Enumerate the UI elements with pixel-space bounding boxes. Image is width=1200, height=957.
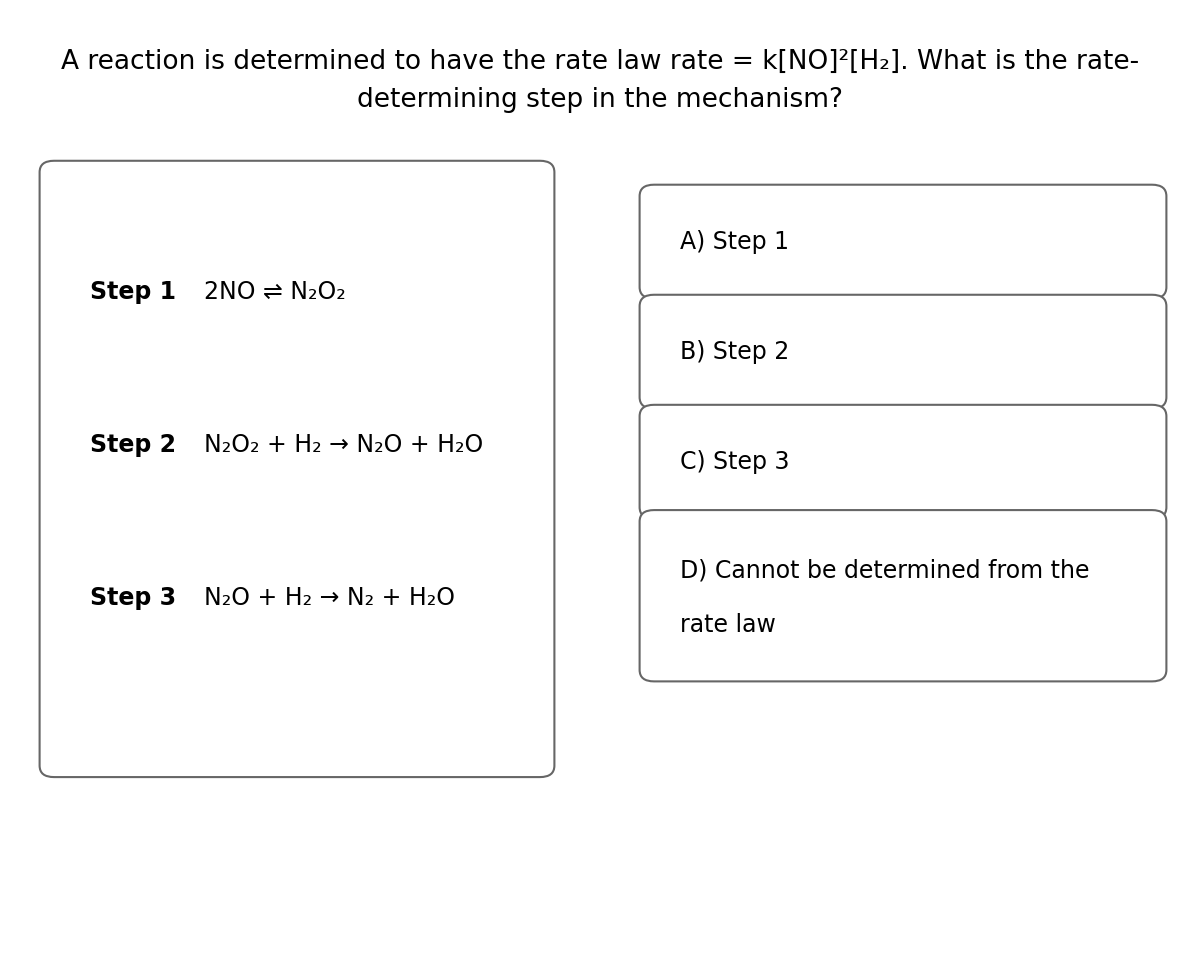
FancyBboxPatch shape bbox=[40, 161, 554, 777]
Text: N₂O₂ + H₂ → N₂O + H₂O: N₂O₂ + H₂ → N₂O + H₂O bbox=[204, 433, 484, 457]
Text: D) Cannot be determined from the: D) Cannot be determined from the bbox=[680, 559, 1090, 583]
Text: Step 1: Step 1 bbox=[90, 279, 176, 304]
FancyBboxPatch shape bbox=[640, 405, 1166, 519]
Text: A) Step 1: A) Step 1 bbox=[680, 230, 790, 254]
Text: B) Step 2: B) Step 2 bbox=[680, 340, 790, 364]
FancyBboxPatch shape bbox=[640, 510, 1166, 681]
Text: 2NO ⇌ N₂O₂: 2NO ⇌ N₂O₂ bbox=[204, 279, 346, 304]
Text: determining step in the mechanism?: determining step in the mechanism? bbox=[358, 87, 842, 114]
FancyBboxPatch shape bbox=[640, 185, 1166, 299]
FancyBboxPatch shape bbox=[640, 295, 1166, 409]
Text: N₂O + H₂ → N₂ + H₂O: N₂O + H₂ → N₂ + H₂O bbox=[204, 586, 455, 611]
Text: C) Step 3: C) Step 3 bbox=[680, 450, 790, 474]
Text: Step 3: Step 3 bbox=[90, 586, 176, 611]
Text: Step 2: Step 2 bbox=[90, 433, 176, 457]
Text: rate law: rate law bbox=[680, 613, 776, 637]
Text: A reaction is determined to have the rate law rate = k[NO]²[H₂]. What is the rat: A reaction is determined to have the rat… bbox=[61, 49, 1139, 76]
